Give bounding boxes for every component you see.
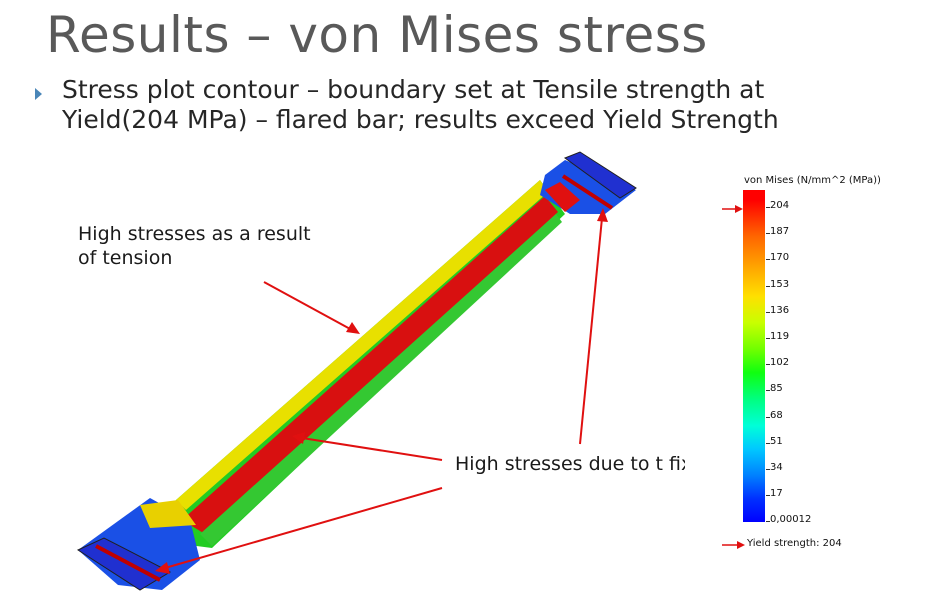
legend-tick-label: 34 [770,462,783,473]
bar-edge-yellow [176,180,548,510]
legend-tick-mark [766,311,770,313]
legend-tick-mark [766,521,770,523]
legend-tick-label: 153 [770,278,790,290]
legend-tick-mark [766,338,770,339]
upper-plate [563,151,637,199]
legend-tick-label: 119 [770,331,790,342]
legend-tick-label: 85 [770,383,783,395]
yield-marker-arrow-icon [722,541,745,549]
upper-fixed-edge [561,174,614,210]
legend-tick-label: 102 [770,357,790,369]
legend-tick-label: 17 [770,488,783,500]
legend-tick-label: 136 [770,304,790,316]
legend-tick-mark [766,416,770,418]
legend-tick-mark [766,442,770,444]
legend-title: von Mises (N/mm^2 (MPa)) [744,175,881,186]
bar-core-red [182,196,558,534]
legend-tick-mark [766,495,770,497]
lower-fixed-edge [95,544,161,582]
lower-flange-yellow [140,500,196,528]
legend-tick-mark [766,259,770,261]
legend-tick-label: 170 [770,252,790,264]
annotation-tension: High stresses as a result of tension [78,223,311,269]
legend-tick-label: 51 [770,435,783,447]
legend-tick-label: 204 [770,200,790,211]
legend-tick-label: 187 [770,226,790,238]
slide-title: Results – von Mises stress [46,6,708,64]
singularity-arrow-mid [292,432,443,461]
legend-tick-label: 0,00012 [770,514,812,526]
lower-plate [76,537,172,591]
legend-tick-mark [766,469,770,470]
legend-tick-mark [766,285,770,287]
legend-tick-mark [766,390,770,392]
legend-tick-mark [766,233,770,235]
legend-colorbar [743,190,765,522]
bar-green-band [200,214,562,546]
annotation-singularities: High stresses due to t fixed surface and… [455,453,685,475]
legend-tick-mark [766,364,770,366]
bullet-arrow-icon [35,88,42,100]
upper-flange-red [545,182,580,212]
legend-tick-label: 68 [770,409,783,421]
singularity-arrow-upper [579,208,608,445]
legend-yield-arrow [722,205,743,213]
yield-strength-label: Yield strength: 204 [747,538,842,549]
singularity-arrow-lower [155,487,443,574]
tension-arrow [263,281,360,334]
bullet-text: Stress plot contour – boundary set at Te… [62,75,779,134]
legend-tick-mark [766,207,770,208]
